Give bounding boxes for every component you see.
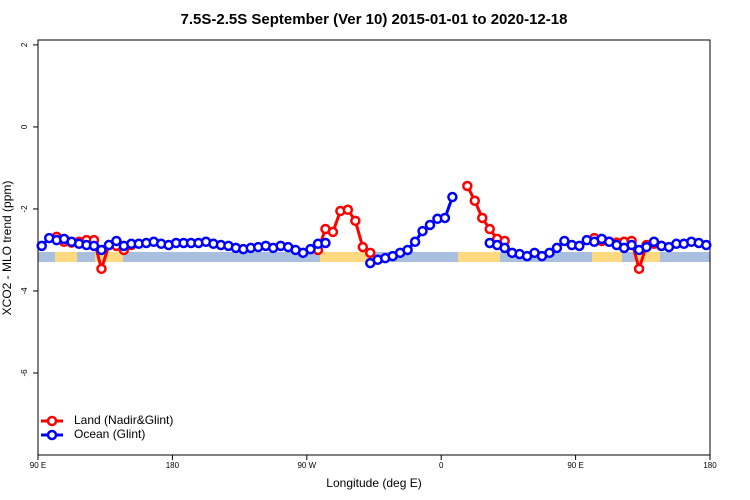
point <box>701 239 712 251</box>
point <box>559 235 570 247</box>
x-axis-label: Longitude (deg E) <box>326 476 421 490</box>
land-strip <box>95 252 123 262</box>
point <box>417 225 428 237</box>
land-strip <box>55 252 77 262</box>
point <box>499 242 510 254</box>
point <box>477 212 488 224</box>
legend-marker <box>46 415 58 427</box>
point <box>350 215 361 227</box>
y-tick-label: -4 <box>20 287 29 295</box>
point <box>574 240 585 252</box>
point <box>88 240 100 252</box>
land-strip <box>458 252 500 262</box>
chart-title: 7.5S-2.5S September (Ver 10) 2015-01-01 … <box>181 11 568 28</box>
point <box>103 239 115 251</box>
land-strip <box>320 252 375 262</box>
point <box>402 244 413 256</box>
point <box>357 241 369 253</box>
x-tick-label: 90 E <box>567 461 583 470</box>
point <box>648 236 660 248</box>
point <box>96 263 107 275</box>
land-strip <box>635 252 660 262</box>
point <box>342 204 354 216</box>
point <box>551 242 563 254</box>
point <box>305 243 316 255</box>
x-tick-label: 90 E <box>30 461 46 470</box>
point <box>320 237 331 249</box>
x-tick-label: 0 <box>439 461 444 470</box>
point <box>327 226 339 238</box>
point <box>641 241 652 253</box>
point <box>469 195 481 207</box>
point <box>626 239 637 251</box>
x-tick-label: 90 W <box>297 461 316 470</box>
y-tick-label: -2 <box>20 205 29 213</box>
point <box>409 236 421 248</box>
legend-marker <box>46 429 58 441</box>
y-tick-label: 0 <box>20 124 29 129</box>
point <box>447 191 458 203</box>
y-axis-label: XCO2 - MLO trend (ppm) <box>0 181 14 316</box>
x-tick-label: 180 <box>703 461 717 470</box>
point <box>96 244 107 256</box>
point <box>462 180 473 192</box>
x-tick-label: 180 <box>166 461 180 470</box>
point <box>111 235 122 247</box>
y-tick-label: 2 <box>20 42 29 47</box>
legend-label: Land (Nadir&Glint) <box>74 413 173 427</box>
land-strip <box>592 252 622 262</box>
point <box>544 247 555 259</box>
point <box>36 240 47 252</box>
point <box>633 263 645 275</box>
point <box>365 247 376 259</box>
point <box>484 223 495 235</box>
point <box>424 219 436 231</box>
y-tick-label: -6 <box>20 369 29 377</box>
point <box>439 212 451 224</box>
legend-label: Ocean (Glint) <box>74 427 145 441</box>
